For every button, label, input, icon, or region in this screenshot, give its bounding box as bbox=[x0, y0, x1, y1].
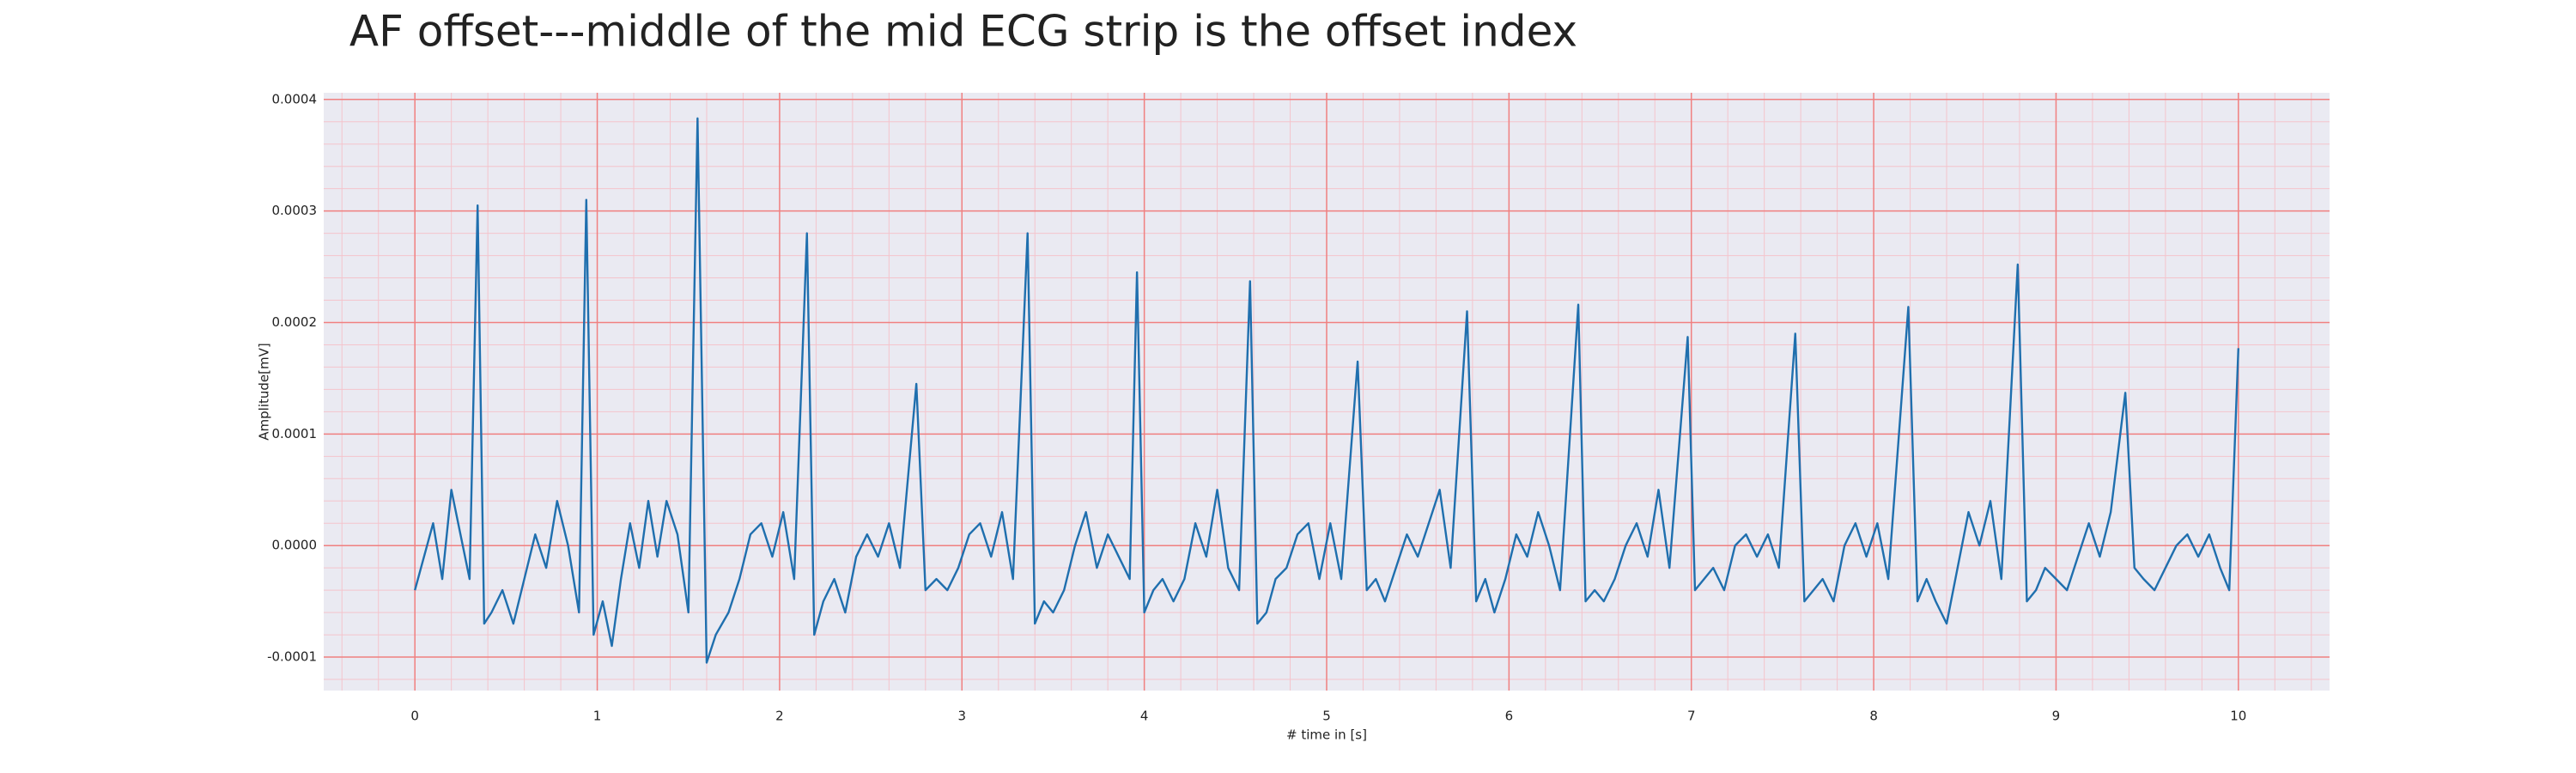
x-tick-label: 10 bbox=[2230, 709, 2246, 724]
y-tick-label: -0.0001 bbox=[267, 649, 317, 665]
chart-title: AF offset---middle of the mid ECG strip … bbox=[349, 7, 1577, 57]
x-tick-label: 4 bbox=[1140, 709, 1149, 724]
y-tick-label: 0.0000 bbox=[272, 538, 318, 553]
x-axis-label: # time in [s] bbox=[1286, 727, 1367, 743]
x-tick-label: 2 bbox=[775, 709, 784, 724]
y-tick-label: 0.0001 bbox=[272, 426, 318, 441]
x-tick-label: 3 bbox=[957, 709, 966, 724]
line-series bbox=[414, 117, 2240, 664]
y-axis-label: Amplitude[mV] bbox=[257, 343, 272, 440]
x-tick-label: 9 bbox=[2052, 709, 2061, 724]
x-tick-label: 8 bbox=[1869, 709, 1878, 724]
x-tick-label: 1 bbox=[593, 709, 602, 724]
x-tick-label: 0 bbox=[410, 709, 419, 724]
y-tick-label: 0.0002 bbox=[272, 314, 318, 330]
y-tick-label: 0.0004 bbox=[272, 91, 318, 107]
x-tick-label: 5 bbox=[1322, 709, 1331, 724]
x-tick-label: 6 bbox=[1505, 709, 1514, 724]
y-tick-label: 0.0003 bbox=[272, 203, 318, 218]
x-tick-label: 7 bbox=[1687, 709, 1696, 724]
